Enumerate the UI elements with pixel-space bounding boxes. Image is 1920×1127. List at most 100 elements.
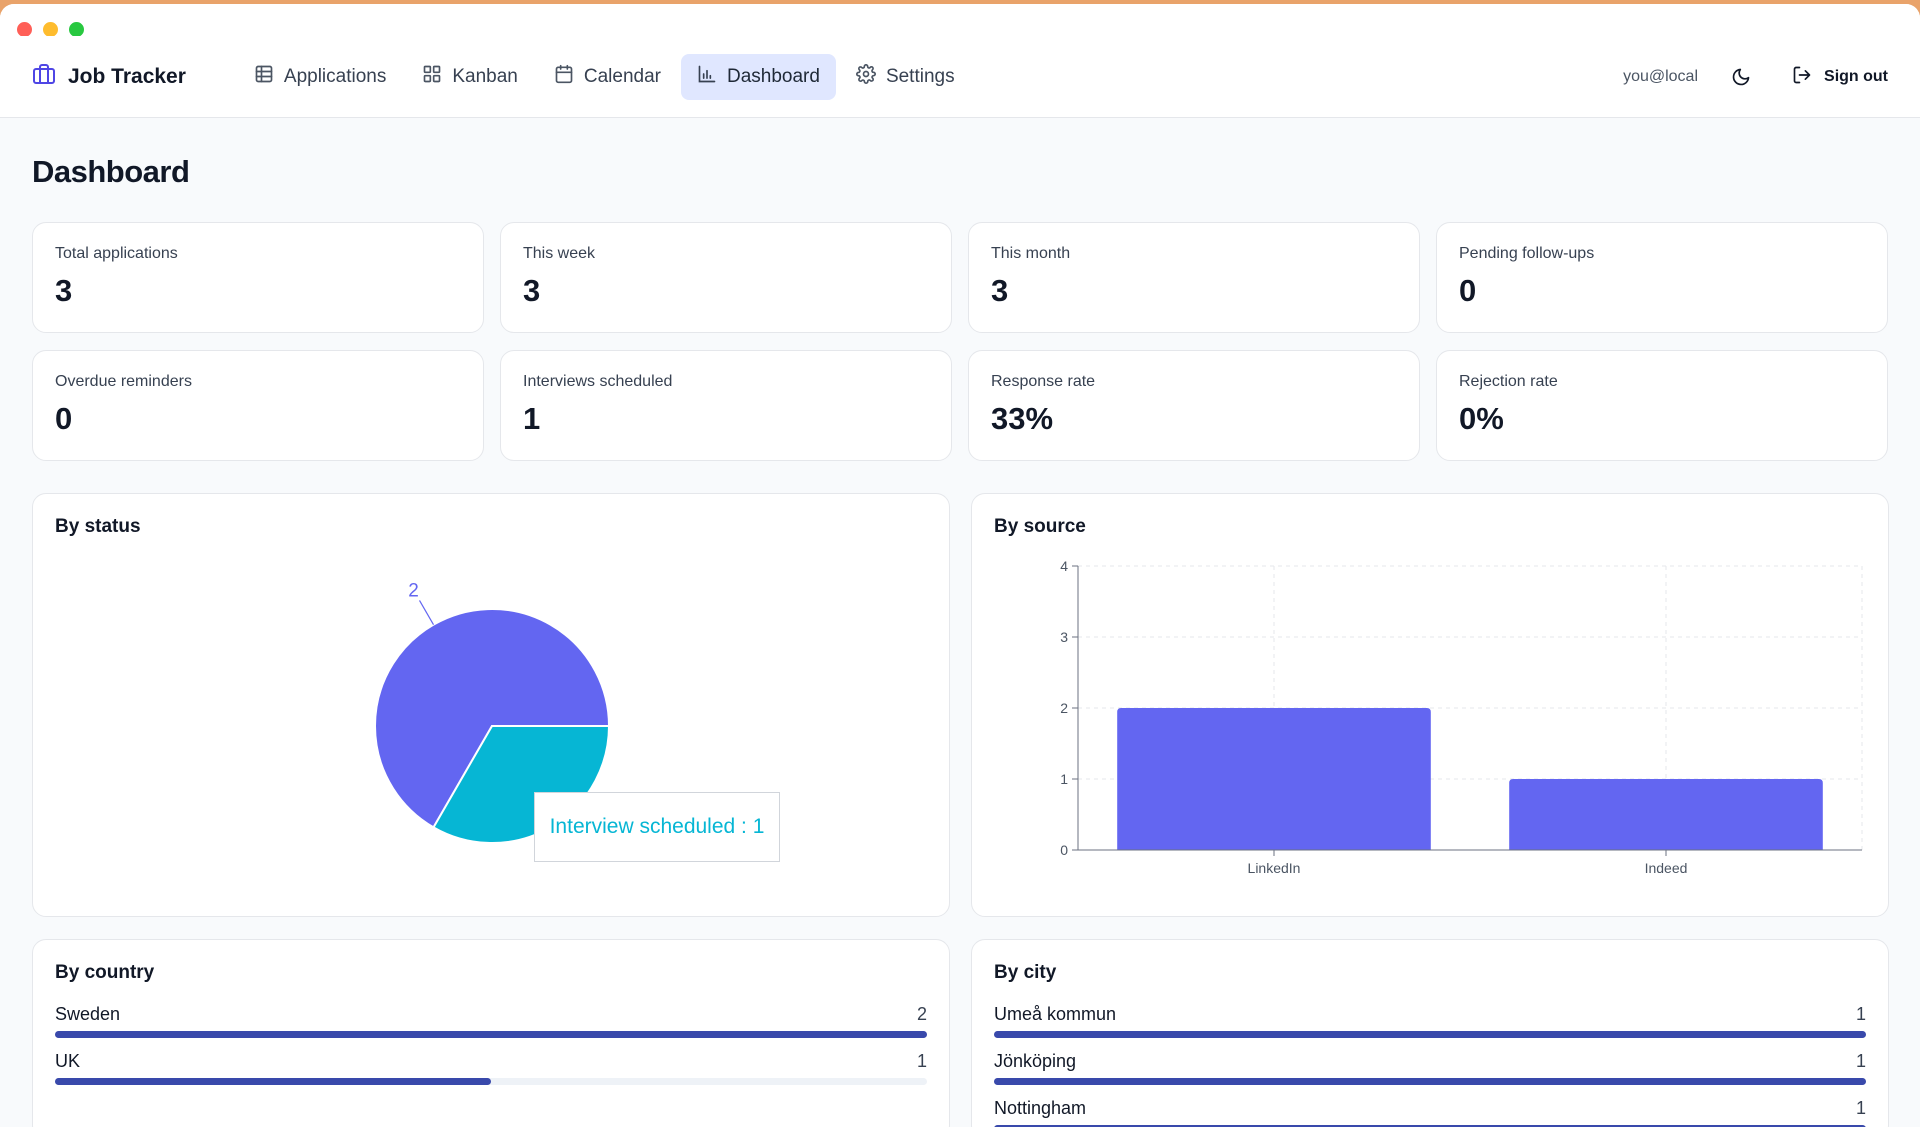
maximize-window-button[interactable]: [69, 22, 84, 37]
stats-grid: Total applications 3 This week 3 This mo…: [32, 222, 1888, 461]
row-label: Jönköping: [994, 1051, 1077, 1071]
nav-item-applications[interactable]: Applications: [238, 54, 402, 100]
panel-title: By country: [55, 962, 155, 983]
progress-track: [994, 1078, 1866, 1085]
stat-value: 3: [523, 273, 541, 308]
app-window: Job Tracker Applications Kanban Calendar: [0, 4, 1920, 1127]
stat-card-this-week: This week 3: [500, 222, 952, 333]
stat-value: 3: [991, 273, 1009, 308]
progress-fill: [994, 1125, 1866, 1127]
nav-label: Calendar: [583, 65, 661, 87]
list-item: Nottingham 1: [994, 1098, 1866, 1127]
table-icon: [254, 64, 274, 90]
by-country-panel: By country Sweden 2 UK: [32, 939, 950, 1127]
close-window-button[interactable]: [17, 22, 32, 37]
brand-label: Job Tracker: [68, 64, 186, 88]
stat-value: 1: [523, 401, 541, 436]
main-content: Dashboard Total applications 3 This week…: [0, 154, 1920, 1127]
stat-card-response-rate: Response rate 33%: [968, 350, 1420, 461]
main-nav: Applications Kanban Calendar Dashboard: [238, 53, 971, 100]
progress-fill: [994, 1078, 1866, 1085]
logout-icon: [1792, 65, 1812, 90]
stat-card-this-month: This month 3: [968, 222, 1420, 333]
source-bar-chart[interactable]: 0 1 2 3 4 LinkedIn Indeed: [972, 494, 1890, 918]
bar: [1117, 708, 1431, 850]
stat-label: Rejection rate: [1459, 373, 1558, 390]
row-count: 1: [1855, 1051, 1866, 1071]
top-navbar: Job Tracker Applications Kanban Calendar: [0, 36, 1920, 118]
moon-icon: [1732, 68, 1750, 86]
nav-item-settings[interactable]: Settings: [840, 54, 971, 100]
page-title: Dashboard: [32, 154, 190, 189]
sign-out-label: Sign out: [1824, 68, 1888, 85]
progress-track: [994, 1125, 1866, 1127]
row-count: 2: [916, 1004, 927, 1024]
nav-label: Dashboard: [726, 65, 820, 87]
stat-label: Pending follow-ups: [1459, 245, 1595, 262]
list-item: Jönköping 1: [994, 1051, 1866, 1098]
nav-label: Kanban: [452, 65, 518, 87]
nav-item-kanban[interactable]: Kanban: [406, 54, 534, 100]
nav-right: you@local Sign out: [1623, 36, 1888, 118]
nav-item-calendar[interactable]: Calendar: [538, 54, 677, 100]
list-item: UK 1: [55, 1051, 927, 1098]
progress-track: [55, 1078, 927, 1085]
sign-out-button[interactable]: Sign out: [1792, 65, 1888, 90]
x-tick-label: LinkedIn: [1248, 860, 1301, 876]
theme-toggle-button[interactable]: [1726, 62, 1756, 92]
progress-track: [994, 1031, 1866, 1038]
row-count: 1: [1855, 1098, 1866, 1118]
stat-card-interviews-scheduled: Interviews scheduled 1: [500, 350, 952, 461]
chart-tooltip: Interview scheduled : 1: [534, 792, 780, 862]
y-tick-label: 3: [1060, 629, 1068, 645]
stat-label: Overdue reminders: [55, 373, 192, 390]
gear-icon: [856, 63, 876, 90]
grid-icon: [422, 64, 442, 90]
panel-title: By city: [994, 962, 1057, 983]
minimize-window-button[interactable]: [43, 22, 58, 37]
row-label: Nottingham: [994, 1098, 1087, 1118]
stat-label: This week: [523, 245, 596, 262]
stat-card-rejection-rate: Rejection rate 0%: [1436, 350, 1888, 461]
by-source-panel: 0 1 2 3 4 LinkedIn Indeed By source: [971, 493, 1889, 917]
bar: [1509, 779, 1823, 850]
stat-value: 0: [55, 401, 73, 436]
nav-item-dashboard[interactable]: Dashboard: [680, 53, 836, 100]
pie-slice: [374, 608, 611, 829]
list-item: Umeå kommun 1: [994, 1004, 1866, 1051]
y-tick-label: 1: [1060, 771, 1068, 787]
calendar-icon: [554, 64, 574, 90]
stat-label: Response rate: [991, 373, 1096, 390]
list-item: Sweden 2: [55, 1004, 927, 1051]
pie-data-label: 2: [408, 580, 419, 601]
nav-label: Applications: [283, 65, 387, 87]
bar-chart-icon: [697, 64, 717, 90]
brand[interactable]: Job Tracker: [32, 62, 186, 91]
stat-card-total-applications: Total applications 3: [32, 222, 484, 333]
row-label: Umeå kommun: [994, 1004, 1117, 1024]
stat-card-overdue-reminders: Overdue reminders 0: [32, 350, 484, 461]
progress-track: [55, 1031, 927, 1038]
stat-value: 33%: [991, 401, 1054, 436]
stat-value: 3: [55, 273, 73, 308]
progress-fill: [55, 1078, 491, 1085]
pie-label-line: [418, 600, 435, 625]
user-email: you@local: [1623, 68, 1699, 85]
panel-title: By status: [55, 516, 141, 537]
y-tick-label: 0: [1060, 842, 1068, 858]
row-count: 1: [1855, 1004, 1866, 1024]
nav-label: Settings: [885, 65, 955, 87]
stat-card-pending-follow-ups: Pending follow-ups 0: [1436, 222, 1888, 333]
stat-label: Interviews scheduled: [523, 373, 673, 390]
by-status-panel: 2 By status Interview scheduled : 1: [32, 493, 950, 917]
stat-value: 0: [1459, 273, 1477, 308]
progress-fill: [994, 1031, 1866, 1038]
panel-title: By source: [994, 516, 1086, 537]
row-count: 1: [916, 1051, 927, 1071]
x-tick-label: Indeed: [1645, 860, 1688, 876]
status-pie-chart[interactable]: 2: [33, 494, 951, 918]
by-city-panel: By city Umeå kommun 1 Jönköping: [971, 939, 1889, 1127]
row-label: Sweden: [55, 1004, 121, 1024]
stat-value: 0%: [1459, 401, 1504, 436]
country-list: Sweden 2 UK 1: [55, 1004, 927, 1098]
